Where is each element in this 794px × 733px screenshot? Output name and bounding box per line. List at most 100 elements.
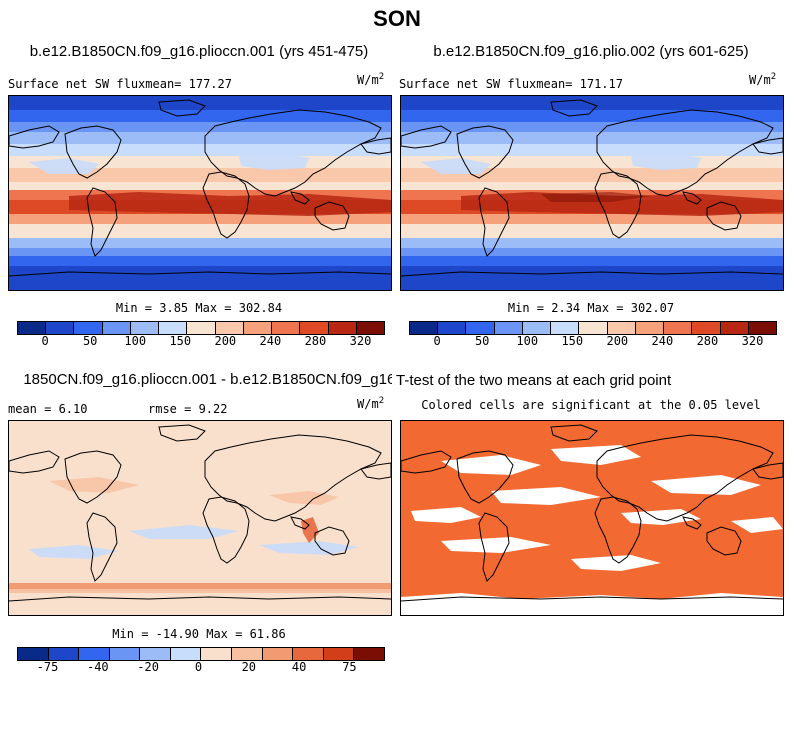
coastline <box>706 526 742 556</box>
colorbar-swatch <box>232 648 263 660</box>
coastline <box>401 596 783 602</box>
coastline <box>158 424 206 442</box>
field-band <box>401 248 783 256</box>
colorbar-swatch <box>494 322 523 334</box>
coastline <box>752 137 783 155</box>
colorbar-swatch <box>356 322 385 334</box>
field-band <box>401 256 783 266</box>
field-band <box>9 256 391 266</box>
field-feature <box>421 158 491 174</box>
field-feature <box>239 152 309 170</box>
field-feature <box>29 545 119 559</box>
map-plioccn <box>8 95 392 291</box>
coastline <box>314 201 350 231</box>
colorbar-swatch <box>79 648 110 660</box>
panel-bl-rmse: rmse = 9.22 <box>148 402 228 416</box>
colorbar-tick-label: 320 <box>349 334 372 348</box>
colorbar-swatch <box>243 322 273 334</box>
field-band <box>401 182 783 190</box>
coastline <box>594 496 642 564</box>
colorbar-swatch <box>109 648 141 660</box>
colorbar-tick-label: 150 <box>169 334 192 348</box>
coastline <box>594 171 642 239</box>
colorbar-swatch <box>18 322 47 334</box>
field-band <box>9 168 391 182</box>
colorbar-tl <box>17 321 385 335</box>
field-band <box>401 214 783 224</box>
coastline <box>550 99 598 117</box>
coastline <box>706 201 742 231</box>
field-band <box>9 214 391 224</box>
coastline <box>9 271 391 277</box>
field-band <box>401 266 783 290</box>
panel-br-subtitle: Colored cells are significant at the 0.0… <box>421 398 761 412</box>
panel-tr-minmax: Min = 2.34 Max = 302.07 <box>507 301 675 315</box>
field-feature <box>129 525 239 539</box>
field-feature <box>411 507 481 523</box>
colorbar-tick-label: 200 <box>214 334 237 348</box>
colorbar-swatch <box>74 322 103 334</box>
colorbar-tick-label: 50 <box>474 334 490 348</box>
field-band <box>401 132 783 144</box>
coastline <box>64 450 122 504</box>
coastline <box>478 187 510 257</box>
map-plio <box>400 95 784 291</box>
field-feature <box>551 445 641 465</box>
colorbar-swatch <box>607 322 636 334</box>
colorbar-bl <box>17 647 385 661</box>
colorbar-tick-label: 0 <box>194 660 203 674</box>
field-band <box>401 224 783 238</box>
field-band <box>9 110 391 122</box>
coastline <box>682 516 702 530</box>
field-band <box>401 168 783 182</box>
coastline <box>9 125 60 149</box>
colorbar-swatch <box>522 322 552 334</box>
coastline <box>456 125 514 179</box>
field-band <box>401 110 783 122</box>
field-band <box>9 182 391 190</box>
map-difference <box>8 420 392 616</box>
coastline <box>752 462 783 480</box>
colorbar-swatch <box>748 322 777 334</box>
colorbar-tick-label: 280 <box>696 334 719 348</box>
colorbar-tr-ticks: 0 50 100 150 200 240 280 320 <box>409 334 775 348</box>
coastline <box>158 99 206 117</box>
colorbar-tick-label: -40 <box>86 660 109 674</box>
coastline <box>86 187 118 257</box>
colorbar-swatch <box>466 322 495 334</box>
field-feature <box>441 455 541 475</box>
colorbar-swatch <box>579 322 608 334</box>
coastline <box>9 450 60 474</box>
panel-tr-title: b.e12.B1850CN.f09_g16.plio.002 (yrs 601-… <box>433 43 749 60</box>
colorbar-tick-label: -75 <box>36 660 59 674</box>
colorbar-tick-label: 0 <box>433 334 441 348</box>
colorbar-tick-label: 50 <box>82 334 98 348</box>
field-band <box>9 122 391 132</box>
colorbar-swatch <box>328 322 357 334</box>
field-band <box>401 238 783 248</box>
colorbar-swatch <box>170 648 202 660</box>
field-band <box>9 238 391 248</box>
coastline <box>202 171 250 239</box>
field-band <box>9 144 391 156</box>
coastline <box>401 125 452 149</box>
colorbar-swatch <box>262 648 294 660</box>
colorbar-tick-label: 200 <box>606 334 629 348</box>
panel-bl-title: 1850CN.f09_g16.plioccn.001 - b.e12.B1850… <box>23 371 392 388</box>
colorbar-swatch <box>187 322 216 334</box>
colorbar-swatch <box>130 322 160 334</box>
colorbar-tick-label: 150 <box>561 334 584 348</box>
field-band <box>401 122 783 132</box>
colorbar-swatch <box>635 322 665 334</box>
field-band <box>9 266 391 290</box>
field-band <box>401 96 783 110</box>
colorbar-tick-label: 0 <box>41 334 49 348</box>
field-feature <box>401 593 783 615</box>
coastline <box>360 137 391 155</box>
panel-br-title: T-test of the two means at each grid poi… <box>396 372 672 389</box>
coastline <box>596 109 774 197</box>
coastline <box>204 109 382 197</box>
colorbar-bl-ticks: -75 -40 -20 0 20 40 75 <box>17 660 383 674</box>
field-feature <box>491 487 601 505</box>
colorbar-tick-label: -20 <box>137 660 159 674</box>
